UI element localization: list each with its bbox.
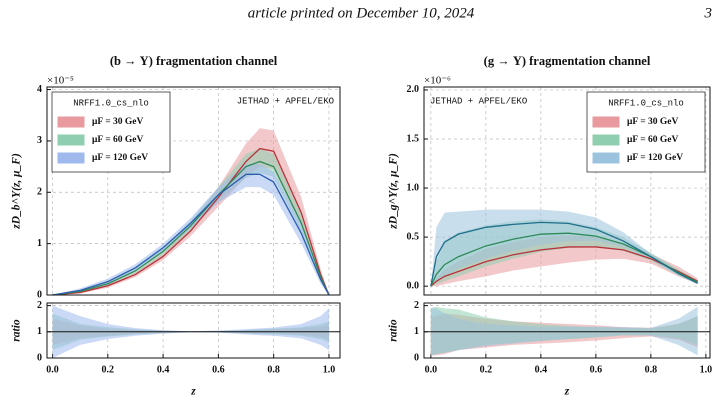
- running-header: article printed on December 10, 2024: [248, 5, 475, 21]
- uncertainty-band: [430, 209, 698, 287]
- x-tick-label: 0.6: [212, 364, 225, 375]
- ratio-tick-label: 1: [37, 326, 42, 337]
- legend-label: μF = 60 GeV: [92, 135, 143, 145]
- y-tick-label: 3: [37, 135, 42, 146]
- y-tick-label: 0.5: [407, 231, 420, 242]
- ratio-tick-label: 2: [37, 300, 42, 311]
- legend-swatch: [57, 116, 85, 128]
- offset-label: ×10⁻⁶: [424, 75, 451, 87]
- y-tick-label: 2.0: [407, 84, 420, 95]
- y-axis-label: zD_b^Υ(z, μ_F): [11, 153, 23, 230]
- ratio-label: ratio: [11, 319, 23, 342]
- y-tick-label: 2: [37, 187, 42, 198]
- annotation: JETHAD + APFEL/EKO: [237, 96, 334, 106]
- page-number: 3: [704, 5, 713, 21]
- ratio-frame: [46, 302, 341, 359]
- legend-title: NRFF1.0_cs_nlo: [608, 98, 684, 108]
- x-axis-label: z: [190, 386, 196, 398]
- legend-label: μF = 30 GeV: [92, 117, 143, 127]
- x-tick-label: 0.2: [480, 364, 493, 375]
- legend-label: μF = 30 GeV: [627, 117, 678, 127]
- ratio-band: [430, 306, 698, 356]
- plot-frame: [423, 86, 711, 296]
- chart-title: (g → Υ) fragmentation channel: [484, 54, 651, 68]
- x-axis-label: z: [564, 386, 570, 398]
- chart-title: (b → Υ) fragmentation channel: [110, 54, 278, 68]
- x-tick-label: 1.0: [323, 364, 336, 375]
- x-tick-label: 0.0: [425, 364, 438, 375]
- y-tick-label: 1.5: [407, 133, 420, 144]
- x-tick-label: 0.6: [590, 364, 603, 375]
- x-tick-label: 0.4: [157, 364, 170, 375]
- ratio-label: ratio: [388, 319, 400, 342]
- y-tick-label: 4: [37, 84, 42, 95]
- legend-label: μF = 120 GeV: [627, 153, 683, 163]
- x-tick-label: 0.0: [46, 364, 59, 375]
- ratio-tick-label: 0: [414, 352, 419, 363]
- offset-label: ×10⁻⁵: [47, 75, 74, 87]
- y-tick-label: 1: [37, 238, 42, 249]
- legend-swatch: [592, 152, 620, 164]
- plot-frame: [46, 86, 341, 296]
- legend-label: μF = 60 GeV: [627, 135, 678, 145]
- y-axis-label: zD_g^Υ(z, μ_F): [388, 153, 400, 230]
- x-tick-label: 0.8: [267, 364, 280, 375]
- y-tick-label: 1.0: [407, 182, 420, 193]
- y-tick-label: 0: [37, 289, 42, 300]
- ratio-tick-label: 2: [414, 300, 419, 311]
- curve: [430, 221, 698, 287]
- legend-swatch: [592, 116, 620, 128]
- curve: [52, 147, 330, 296]
- curve: [430, 246, 698, 287]
- x-tick-label: 0.4: [535, 364, 548, 375]
- y-tick-label: 0.0: [407, 280, 420, 291]
- ratio-frame: [423, 302, 711, 359]
- annotation: JETHAD + APFEL/EKO: [430, 96, 527, 106]
- x-tick-label: 0.2: [102, 364, 115, 375]
- legend-swatch: [57, 152, 85, 164]
- legend-label: μF = 120 GeV: [92, 153, 148, 163]
- x-tick-label: 1.0: [700, 364, 713, 375]
- x-tick-label: 0.8: [645, 364, 658, 375]
- ratio-tick-label: 0: [37, 352, 42, 363]
- legend-swatch: [57, 134, 85, 146]
- legend-title: NRFF1.0_cs_nlo: [73, 98, 149, 108]
- legend-swatch: [592, 134, 620, 146]
- ratio-tick-label: 1: [414, 326, 419, 337]
- curve: [52, 173, 330, 296]
